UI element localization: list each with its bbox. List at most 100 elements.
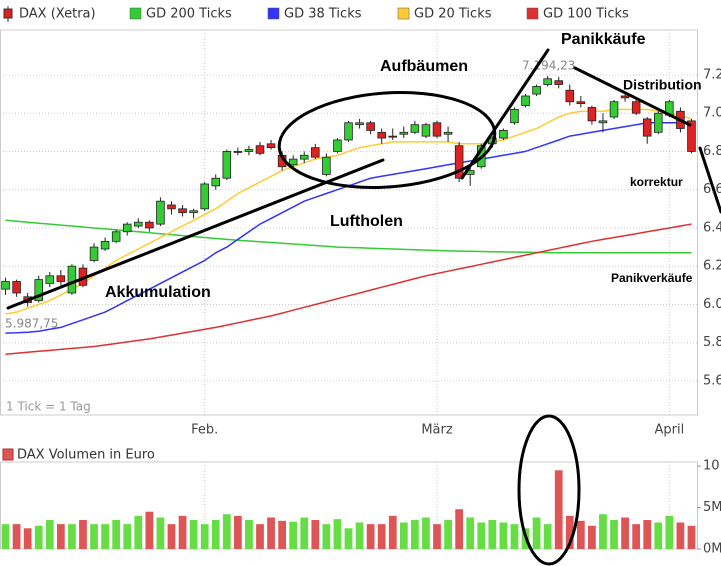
volume-bar: [134, 515, 143, 549]
candle-body: [89, 246, 99, 261]
candle-body: [565, 89, 575, 103]
x-tick-label: April: [654, 423, 684, 438]
candle-body: [642, 118, 652, 137]
volume-bar: [565, 515, 574, 549]
volume-bar: [189, 520, 198, 549]
legend-icon: [3, 8, 13, 19]
candle-body: [255, 145, 265, 154]
high-label: 7.194,23: [522, 59, 575, 73]
candle-body: [167, 204, 176, 210]
volume-bar: [532, 517, 541, 549]
candle-body: [366, 122, 375, 131]
legend-label: GD 100 Ticks: [543, 7, 629, 22]
tick-note: 1 Tick = 1 Tag: [6, 400, 91, 414]
volume-bar: [466, 517, 475, 549]
volume-bar: [1, 524, 10, 549]
volume-bar: [222, 514, 231, 549]
volume-bar: [12, 524, 21, 549]
volume-bar: [333, 519, 342, 549]
trend-line: [6, 158, 385, 310]
y-tick-label: 6.2: [703, 259, 721, 274]
volume-bar: [621, 517, 629, 549]
volume-bar: [687, 525, 696, 549]
candle-body: [543, 78, 552, 85]
volume-bar: [112, 520, 121, 549]
candle-body: [122, 223, 132, 233]
y-tick-label: 6.6: [703, 182, 721, 197]
candle-body: [532, 86, 541, 95]
annotation: Luftholen: [330, 213, 403, 230]
candle-body: [288, 158, 298, 166]
candle-body: [45, 275, 55, 284]
candle-body: [598, 120, 608, 124]
candle-body: [222, 151, 232, 179]
trend-line: [698, 146, 721, 214]
volume-legend-swatch: [2, 448, 14, 461]
ma-line: [5, 108, 692, 315]
candle-body: [344, 122, 353, 141]
candle-body: [654, 112, 663, 133]
volume-bar: [322, 524, 331, 549]
volume-bar: [377, 524, 386, 549]
candle-body: [333, 139, 342, 152]
hand-drawing: [6, 48, 721, 566]
candle-body: [576, 101, 586, 105]
volume-bar: [654, 522, 663, 549]
candle-body: [211, 177, 221, 187]
candle-body: [145, 221, 154, 229]
volume-bar: [499, 522, 508, 549]
y-tick-label: 10: [703, 459, 720, 474]
candle-body: [67, 265, 77, 294]
candle-body: [355, 122, 364, 126]
candle-body: [631, 101, 641, 114]
volume-bar: [444, 520, 452, 549]
plot-frame: [0, 29, 698, 416]
volume-bar: [488, 520, 497, 549]
annotation: Panikverkäufe: [611, 271, 693, 285]
volume-bar: [610, 520, 618, 549]
candle-body: [443, 131, 453, 135]
volume-bar: [300, 517, 309, 549]
volume-bar: [233, 515, 242, 549]
volume-bar: [211, 520, 220, 549]
candle-body: [111, 231, 121, 242]
candle-body: [454, 145, 464, 179]
x-tick-label: März: [421, 423, 453, 438]
candle-body: [156, 200, 165, 225]
candle-body: [299, 154, 309, 160]
ma-line: [5, 223, 692, 355]
y-tick-label: 6.0: [703, 297, 721, 312]
candle-body: [12, 281, 21, 294]
volume-bar: [344, 528, 353, 549]
volume-bar: [278, 520, 286, 549]
annotation: korrektur: [630, 175, 683, 189]
candle-body: [178, 208, 187, 214]
volume-bar: [311, 520, 320, 549]
y-tick-label: 5M: [703, 500, 721, 515]
candle-body: [34, 279, 43, 302]
candle-body: [377, 131, 386, 139]
volume-bar: [554, 470, 563, 549]
candle-body: [609, 101, 619, 118]
candle-body: [687, 120, 696, 152]
candle-body: [499, 130, 508, 139]
annotation: Panikkäufe: [561, 31, 646, 48]
volume-bar: [45, 520, 54, 549]
volume-bar: [665, 515, 674, 549]
volume-bar: [90, 524, 98, 549]
candle-body: [399, 131, 409, 135]
volume-bar: [399, 522, 408, 549]
volume-bar: [643, 520, 652, 549]
candle-body: [322, 156, 331, 175]
candle-body: [134, 221, 143, 227]
annotation: Distribution: [623, 77, 702, 93]
legend-label: GD 38 Ticks: [284, 7, 362, 22]
x-tick-label: Feb.: [191, 423, 218, 438]
volume-bar: [676, 522, 685, 549]
volume-bar: [599, 514, 607, 549]
volume-bar: [543, 524, 552, 549]
volume-bar: [289, 521, 298, 549]
candle-body: [521, 95, 530, 106]
